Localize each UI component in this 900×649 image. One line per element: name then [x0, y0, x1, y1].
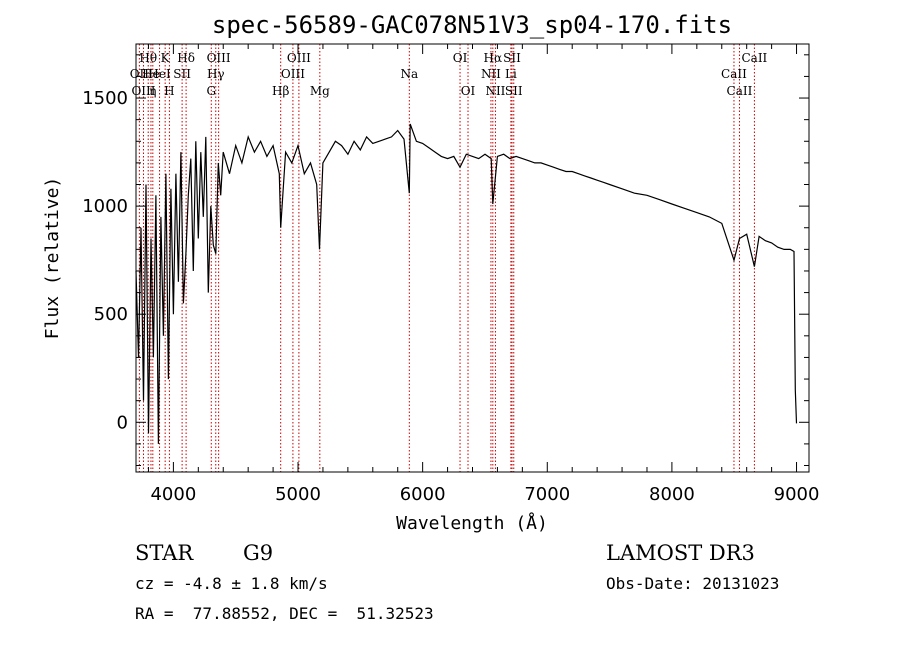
object-class: STAR	[135, 541, 194, 565]
chart-title: spec-56589-GAC078N51V3_sp04-170.fits	[212, 11, 732, 39]
spectral-line-label: OIII	[287, 51, 311, 65]
x-axis-ticks: 4000 5000 6000 7000 8000 9000	[147, 44, 820, 505]
x-tick-label: 5000	[275, 484, 321, 505]
spectral-line-label: K	[161, 51, 171, 65]
spectral-line-label: SII	[503, 51, 521, 65]
spectral-line-label: G	[206, 84, 216, 98]
survey-name: LAMOST DR3	[606, 541, 755, 565]
spectral-line-label: Hγ	[207, 67, 225, 81]
plot-frame	[135, 43, 810, 473]
y-axis-label: Flux (relative)	[42, 177, 63, 340]
object-subclass: G9	[243, 541, 273, 565]
spectral-line-markers	[138, 44, 755, 472]
spectral-line-label: Hδ	[177, 51, 195, 65]
spectral-line-label: H	[164, 84, 174, 98]
spectral-line-label: NII	[485, 84, 505, 98]
spectral-line-label: Hα	[484, 51, 503, 65]
x-tick-label: 8000	[649, 484, 695, 505]
x-tick-label: 6000	[400, 484, 446, 505]
x-tick-label: 9000	[774, 484, 820, 505]
spectral-line-label: OII	[130, 67, 150, 81]
y-tick-label: 1000	[82, 196, 128, 217]
spectral-line-label: Hθ	[139, 51, 157, 65]
coordinates-text: RA = 77.88552, DEC = 51.32523	[135, 604, 434, 623]
x-axis-label: Wavelength (Å)	[396, 512, 548, 534]
spectral-line-labels: Hθ OII OIII He η K HeI H Hδ SII OIII Hγ G Hβ OIII OIII M…	[130, 51, 768, 98]
spectral-line-label: OI	[453, 51, 468, 65]
obs-date-text: Obs-Date: 20131023	[606, 574, 779, 593]
spectral-line-label: CaII	[721, 67, 747, 81]
spectral-line-label: SII	[505, 84, 523, 98]
y-tick-label: 0	[117, 412, 128, 433]
spectral-line-label: η	[149, 84, 156, 98]
spectral-line-label: Na	[400, 67, 418, 81]
y-tick-label: 1500	[82, 88, 128, 109]
spectral-line-label: He	[142, 67, 160, 81]
spectral-line-label: Li	[505, 67, 517, 81]
x-tick-label: 7000	[524, 484, 570, 505]
spectral-line-label: Hβ	[272, 84, 289, 98]
redshift-text: cz = -4.8 ± 1.8 km/s	[135, 574, 328, 593]
spectral-line-label: SII	[173, 67, 191, 81]
spectral-line-label: HeI	[148, 67, 171, 81]
spectral-line-label: NII	[481, 67, 501, 81]
y-tick-label: 500	[94, 304, 128, 325]
spectral-line-label: OI	[461, 84, 476, 98]
spectral-line-label: OIII	[207, 51, 231, 65]
x-tick-label: 4000	[150, 484, 196, 505]
y-axis-ticks: 0 500 1000 1500	[82, 54, 809, 467]
spectral-line-label: OIII	[131, 84, 155, 98]
spectral-line-label: OIII	[281, 67, 305, 81]
spectral-line-label: CaII	[727, 84, 753, 98]
spectral-line-label: CaII	[741, 51, 767, 65]
spectral-line-label: Mg	[310, 84, 330, 98]
flux-series-line	[135, 123, 798, 444]
